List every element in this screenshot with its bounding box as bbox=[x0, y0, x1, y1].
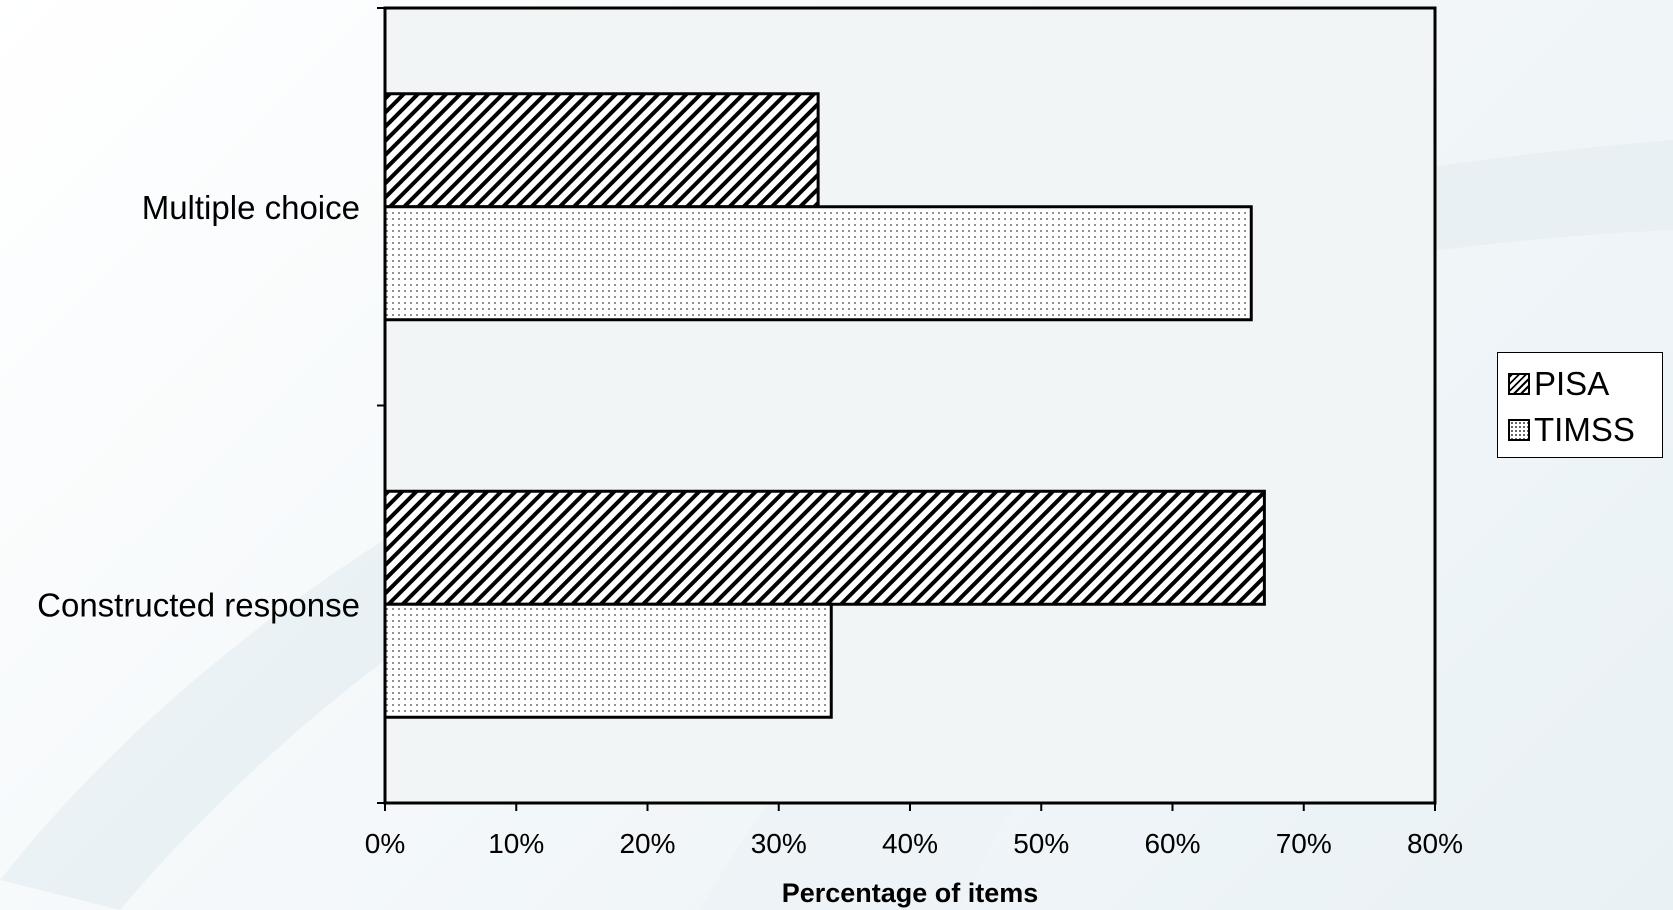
x-tick-label: 40% bbox=[882, 828, 938, 859]
legend-label-timss: TIMSS bbox=[1534, 411, 1635, 448]
bars-layer bbox=[383, 92, 1266, 719]
legend-item-timss: TIMSS bbox=[1508, 407, 1662, 453]
x-tick-label: 0% bbox=[365, 828, 405, 859]
legend: PISA TIMSS bbox=[1497, 352, 1663, 458]
axis-ticks-layer bbox=[377, 7, 1436, 811]
axis-labels-layer: Multiple choice Constructed response 0% 10%… bbox=[37, 189, 1463, 908]
x-tick-label: 60% bbox=[1144, 828, 1200, 859]
x-tick-label: 70% bbox=[1276, 828, 1332, 859]
x-tick-label: 20% bbox=[619, 828, 675, 859]
category-label: Constructed response bbox=[37, 586, 360, 623]
bar-pisa-constructed-response bbox=[383, 489, 1266, 606]
legend-item-pisa: PISA bbox=[1508, 361, 1662, 407]
legend-swatch-timss bbox=[1508, 419, 1530, 441]
x-tick-label: 30% bbox=[751, 828, 807, 859]
category-label: Multiple choice bbox=[142, 189, 360, 226]
legend-swatch-pisa bbox=[1508, 373, 1530, 395]
x-tick-label: 80% bbox=[1407, 828, 1463, 859]
x-tick-label: 50% bbox=[1013, 828, 1069, 859]
bar-timss-constructed-response bbox=[383, 602, 833, 719]
bar-timss-multiple-choice bbox=[383, 205, 1253, 322]
x-tick-label: 10% bbox=[488, 828, 544, 859]
legend-label-pisa: PISA bbox=[1534, 365, 1610, 402]
bar-pisa-multiple-choice bbox=[383, 92, 820, 209]
x-axis-title: Percentage of items bbox=[782, 878, 1039, 908]
